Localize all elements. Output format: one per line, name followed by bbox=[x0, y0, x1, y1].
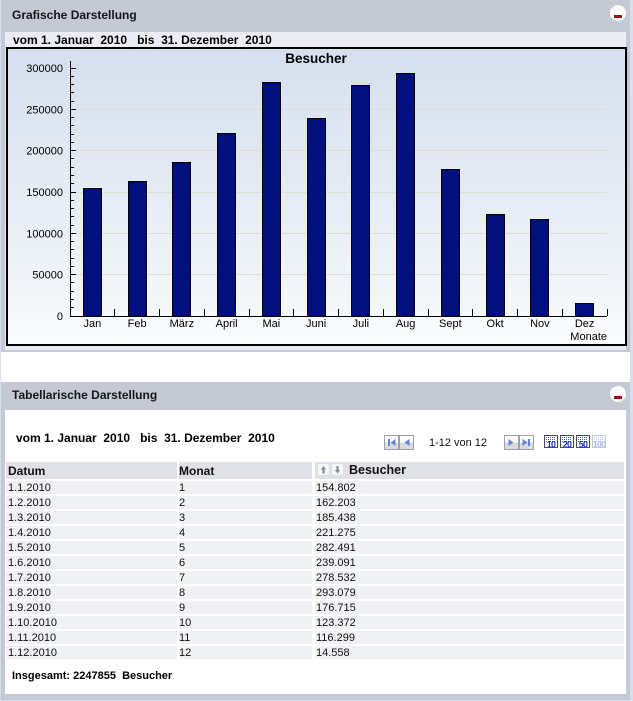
svg-text:Mai: Mai bbox=[263, 318, 281, 330]
svg-text:Jan: Jan bbox=[84, 318, 102, 330]
svg-text:Juli: Juli bbox=[353, 318, 370, 330]
svg-text:Juni: Juni bbox=[306, 318, 326, 330]
svg-text:10: 10 bbox=[547, 440, 556, 448]
svg-text:Monate: Monate bbox=[570, 331, 607, 343]
svg-text:Feb: Feb bbox=[128, 318, 147, 330]
svg-text:März: März bbox=[170, 318, 194, 330]
svg-text:Okt: Okt bbox=[487, 318, 504, 330]
svg-text:Besucher: Besucher bbox=[285, 51, 347, 66]
svg-text:150000: 150000 bbox=[26, 187, 63, 199]
svg-text:Dez: Dez bbox=[575, 318, 595, 330]
svg-text:250000: 250000 bbox=[26, 104, 63, 116]
svg-text:100: 100 bbox=[593, 440, 605, 448]
svg-text:300000: 300000 bbox=[26, 63, 63, 75]
svg-text:Nov: Nov bbox=[530, 318, 550, 330]
svg-text:Sept: Sept bbox=[439, 318, 462, 330]
svg-text:April: April bbox=[216, 318, 238, 330]
svg-text:100000: 100000 bbox=[26, 228, 63, 240]
svg-text:50: 50 bbox=[579, 440, 588, 448]
svg-text:0: 0 bbox=[57, 311, 63, 323]
svg-text:200000: 200000 bbox=[26, 146, 63, 158]
svg-text:50000: 50000 bbox=[32, 270, 63, 282]
svg-text:20: 20 bbox=[563, 440, 572, 448]
svg-text:Aug: Aug bbox=[396, 318, 416, 330]
